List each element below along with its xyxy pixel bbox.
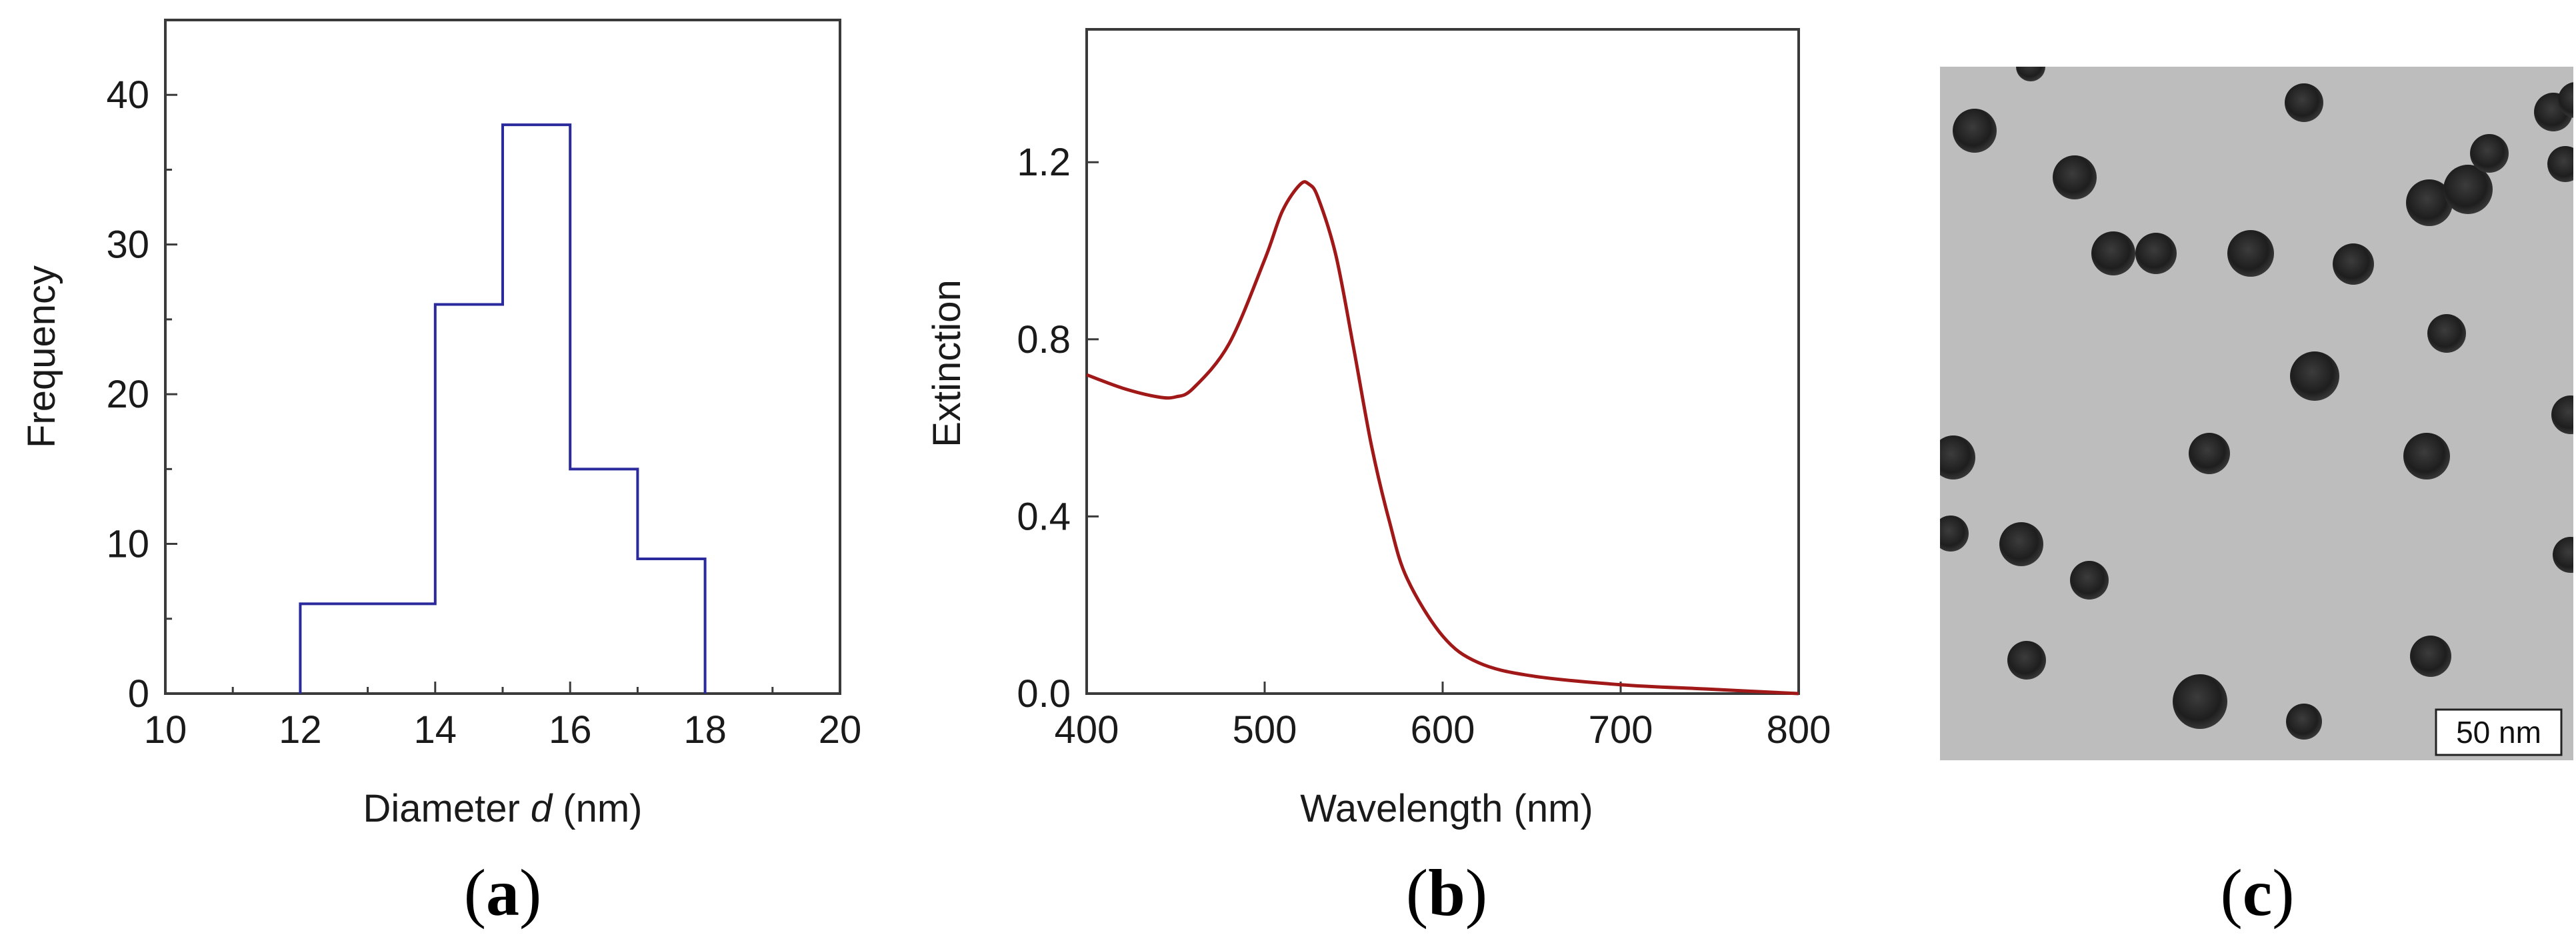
- histogram-frame: [164, 19, 841, 695]
- nanoparticle: [2053, 155, 2097, 199]
- nanoparticle: [2410, 636, 2451, 677]
- scale-bar-box: [2435, 708, 2563, 756]
- x-tick-label: 600: [1411, 708, 1475, 752]
- histogram-y-ticks: 0 10 20 30 40: [106, 73, 177, 716]
- x-tick-label: 16: [549, 708, 592, 752]
- scale-bar-label: 50 nm: [2456, 715, 2541, 750]
- panel-label-b: (b): [1406, 856, 1487, 930]
- nanoparticle: [2443, 165, 2493, 214]
- x-tick-label: 800: [1767, 708, 1831, 752]
- spectrum-x-ticks: 400 500 600 700 800: [1055, 682, 1831, 752]
- y-tick-label: 40: [106, 73, 149, 117]
- nanoparticle: [2551, 395, 2573, 434]
- y-tick-label: 30: [106, 223, 149, 267]
- x-tick-label: 14: [414, 708, 457, 752]
- panel-label-c: (c): [2220, 856, 2294, 930]
- x-tick-label: 12: [279, 708, 322, 752]
- x-tick-label: 500: [1233, 708, 1297, 752]
- nanoparticle: [2016, 67, 2045, 81]
- nanoparticle: [2553, 537, 2573, 573]
- x-tick-label: 10: [144, 708, 187, 752]
- nanoparticle: [2547, 146, 2573, 182]
- nanoparticle: [2135, 233, 2177, 274]
- nanoparticle: [2173, 674, 2227, 729]
- panel-label-a: (a): [464, 856, 542, 930]
- nanoparticle: [2403, 433, 2450, 480]
- nanoparticle: [2189, 433, 2230, 474]
- y-tick-label: 10: [106, 523, 149, 566]
- nanoparticle: [2091, 231, 2135, 275]
- nanoparticle: [1940, 435, 1975, 480]
- nanoparticle: [2333, 243, 2374, 285]
- histogram-x-axis-title: Diameter d (nm): [363, 787, 643, 830]
- nanoparticle: [2227, 230, 2274, 277]
- y-tick-label: 0.0: [1017, 672, 1071, 716]
- nanoparticle: [2558, 82, 2573, 118]
- x-tick-label: 700: [1589, 708, 1653, 752]
- y-tick-label: 20: [106, 373, 149, 416]
- nanoparticle: [2427, 314, 2466, 353]
- nanoparticle: [2070, 561, 2109, 600]
- spectrum-y-axis-title: Extinction: [925, 279, 969, 447]
- nanoparticle: [2470, 134, 2509, 173]
- histogram-y-axis-title: Frequency: [20, 265, 63, 448]
- spectrum-frame: [1085, 28, 1800, 695]
- nanoparticle: [2406, 179, 2453, 226]
- nanoparticle: [1999, 522, 2043, 566]
- histogram-x-ticks: 10 12 14 16 18 20: [144, 682, 862, 752]
- tem-image-panel: 50 nm: [1940, 67, 2573, 760]
- nanoparticle: [2285, 83, 2323, 122]
- spectrum-x-axis-title: Wavelength (nm): [1300, 787, 1593, 830]
- nanoparticle: [1940, 516, 1969, 552]
- y-tick-label: 0.8: [1017, 318, 1071, 361]
- x-tick-label: 18: [683, 708, 727, 752]
- y-tick-label: 0.4: [1017, 495, 1071, 538]
- nanoparticle: [2286, 704, 2322, 740]
- y-tick-label: 1.2: [1017, 141, 1071, 184]
- y-tick-label: 0: [128, 672, 149, 716]
- x-tick-label: 20: [819, 708, 862, 752]
- nanoparticle: [2290, 351, 2339, 401]
- spectrum-y-ticks: 0.0 0.4 0.8 1.2: [1017, 141, 1099, 716]
- spectrum-panel: 400 500 600 700 800 0.0 0.4 0.8 1.2 Wavelength …: [925, 28, 1831, 830]
- extinction-curve: [1086, 180, 1799, 696]
- nanoparticles: [1940, 67, 2573, 740]
- x-tick-label: 400: [1055, 708, 1119, 752]
- histogram-step-line: [299, 123, 707, 694]
- nanoparticle: [1953, 109, 1997, 153]
- nanoparticle: [2007, 641, 2046, 680]
